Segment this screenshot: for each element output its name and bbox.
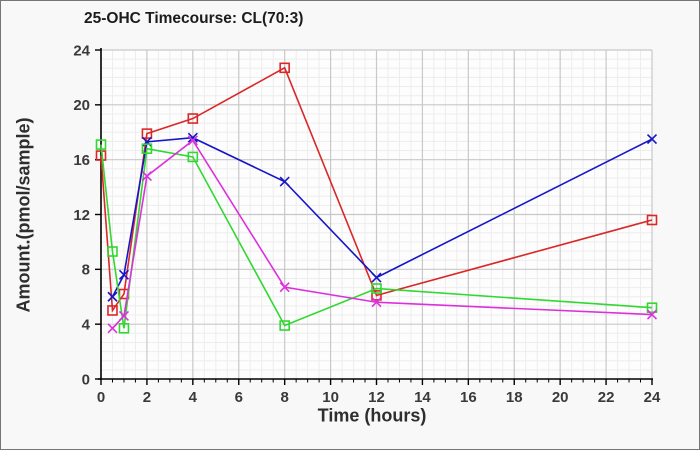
marker-x-series-magenta-crosses <box>279 282 290 293</box>
marker-x-series-magenta-crosses <box>646 309 658 320</box>
x-tick-label: 10 <box>322 389 339 406</box>
marker-x-series-magenta-crosses <box>118 310 130 322</box>
x-tick-label: 14 <box>414 389 431 406</box>
x-tick-label: 18 <box>506 389 523 406</box>
marker-square-series-red-squares <box>646 214 658 226</box>
x-tick-label: 12 <box>368 389 385 406</box>
x-tick-label: 0 <box>97 389 105 406</box>
marker-square-series-green-squares <box>95 139 107 150</box>
y-tick-label: 8 <box>82 262 90 279</box>
marker-square-series-red-squares <box>371 290 382 301</box>
x-tick-label: 22 <box>598 389 615 406</box>
y-tick-label: 16 <box>73 152 90 169</box>
series-line-series-green-squares <box>100 144 653 329</box>
x-tick-label: 16 <box>460 389 477 406</box>
marker-square-series-green-squares <box>118 322 130 334</box>
marker-x-series-blue-crosses <box>279 176 290 187</box>
chart-title: 25-OHC Timecourse: CL(70:3) <box>84 10 304 27</box>
marker-x-series-blue-crosses <box>107 291 118 302</box>
y-tick-label: 20 <box>73 97 90 114</box>
x-tick-label: 6 <box>235 389 243 406</box>
y-tick-label: 0 <box>82 371 90 388</box>
x-tick-label: 4 <box>189 389 198 406</box>
x-tick-label: 2 <box>143 389 151 406</box>
x-tick-label: 20 <box>552 389 569 406</box>
y-tick-label: 12 <box>73 207 90 224</box>
marker-square-series-green-squares <box>646 302 658 314</box>
marker-square-series-green-squares <box>279 320 290 331</box>
y-tick-label: 4 <box>82 317 91 334</box>
y-tick-label: 24 <box>73 42 90 59</box>
y-axis-title: Amount.(pmol/sample) <box>13 117 34 313</box>
marker-x-series-magenta-crosses <box>141 171 152 182</box>
marker-x-series-magenta-crosses <box>371 297 382 308</box>
marker-square-series-green-squares <box>187 151 199 163</box>
marker-x-series-blue-crosses <box>371 272 382 283</box>
marker-square-series-red-squares <box>141 128 153 139</box>
marker-x-series-blue-crosses <box>646 134 658 145</box>
marker-x-series-magenta-crosses <box>187 135 198 146</box>
marker-x-series-blue-crosses <box>118 269 130 280</box>
marker-x-series-blue-crosses <box>187 132 198 143</box>
marker-square-series-red-squares <box>279 62 290 74</box>
marker-square-series-red-squares <box>187 113 199 124</box>
marker-square-series-red-squares <box>107 305 118 316</box>
marker-square-series-green-squares <box>371 283 382 294</box>
marker-x-series-magenta-crosses <box>107 323 118 334</box>
marker-square-series-green-squares <box>107 246 118 257</box>
x-tick-label: 24 <box>644 389 661 406</box>
x-axis-title: Time (hours) <box>317 405 427 426</box>
series-line-series-red-squares <box>100 66 653 313</box>
marker-square-series-green-squares <box>141 143 153 154</box>
x-tick-label: 8 <box>280 389 288 406</box>
